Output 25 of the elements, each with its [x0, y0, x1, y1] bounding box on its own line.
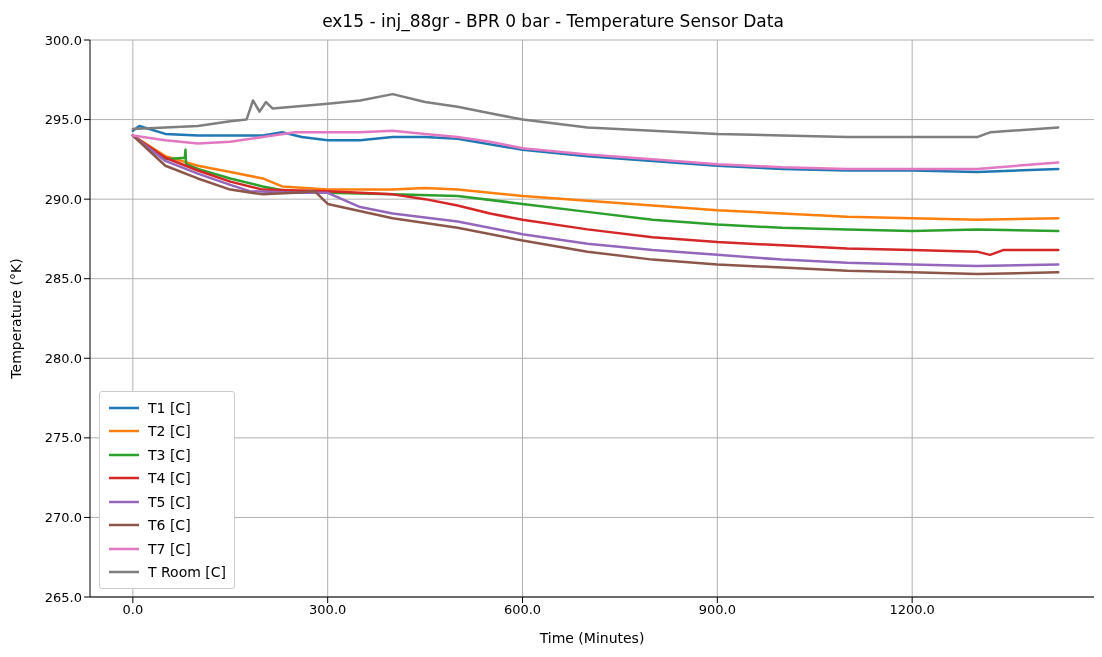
legend-label: T5 [C] [148, 493, 191, 510]
y-tick-label: 270.0 [44, 510, 82, 526]
y-tick-label: 285.0 [44, 271, 82, 287]
legend-label: T6 [C] [148, 517, 191, 534]
x-tick-label: 600.0 [503, 602, 542, 618]
y-tick-label: 275.0 [44, 430, 82, 446]
x-tick-label: 300.0 [309, 602, 347, 618]
y-axis-title: Temperature (°K) [7, 258, 24, 380]
chart-title: ex15 - inj_88gr - BPR 0 bar - Temperature Sensor Data [321, 10, 785, 34]
legend-label: T1 [C] [148, 399, 191, 416]
legend-label: T Room [C] [148, 564, 227, 581]
x-tick-label: 900.0 [698, 602, 736, 618]
legend-label: T2 [C] [148, 423, 191, 440]
line-series [131, 92, 1060, 139]
y-tick-label: 280.0 [44, 350, 82, 366]
x-tick-label: 1200.0 [889, 602, 935, 618]
legend-label: T4 [C] [148, 470, 191, 487]
legend-label: T7 [C] [148, 540, 191, 557]
y-tick-label: 265.0 [44, 589, 82, 605]
y-tick-label: 300.0 [44, 32, 82, 48]
legend-label: T3 [C] [148, 446, 191, 463]
y-tick-label: 290.0 [44, 191, 82, 207]
x-axis-title: Time (Minutes) [538, 630, 645, 646]
y-tick-label: 295.0 [44, 112, 82, 128]
x-tick-label: 0.0 [122, 602, 144, 618]
